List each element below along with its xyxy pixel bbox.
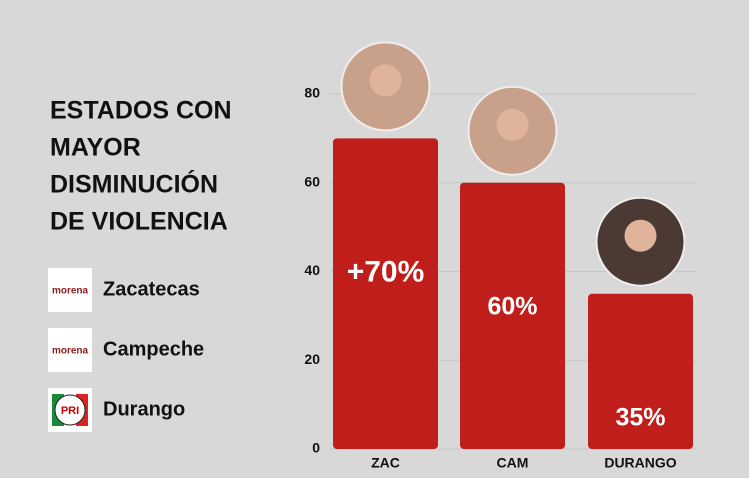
x-tick-label: CAM <box>497 455 529 471</box>
value-label: +70% <box>347 255 425 288</box>
title-line: DE VIOLENCIA <box>50 208 228 236</box>
title-line: DISMINUCIÓN <box>50 169 218 199</box>
y-tick-label: 80 <box>304 85 320 101</box>
x-tick-label: DURANGO <box>604 455 676 471</box>
portrait-face <box>624 219 657 252</box>
legend-logo: PRI <box>61 405 79 417</box>
legend-logo: morena <box>52 346 89 357</box>
value-label: 35% <box>615 403 665 431</box>
y-tick-label: 0 <box>312 440 320 456</box>
title-line: MAYOR <box>50 134 141 162</box>
bar <box>588 293 693 449</box>
portrait-face <box>369 64 402 97</box>
bar <box>460 182 565 449</box>
x-tick-label: ZAC <box>371 455 400 471</box>
legend-label: Zacatecas <box>103 278 200 300</box>
legend-logo-box <box>48 328 92 372</box>
legend-logo: morena <box>52 286 89 297</box>
y-tick-label: 40 <box>304 262 320 278</box>
y-tick-label: 60 <box>304 173 320 189</box>
pri-circle <box>54 394 86 426</box>
bar <box>333 138 438 449</box>
value-label: 60% <box>487 292 537 320</box>
y-tick-label: 20 <box>304 351 320 367</box>
title-line: ESTADOS CON <box>50 97 232 125</box>
portrait-face <box>496 108 529 141</box>
legend-logo-box <box>48 268 92 312</box>
legend-label: Durango <box>103 398 185 420</box>
legend-label: Campeche <box>103 338 204 360</box>
